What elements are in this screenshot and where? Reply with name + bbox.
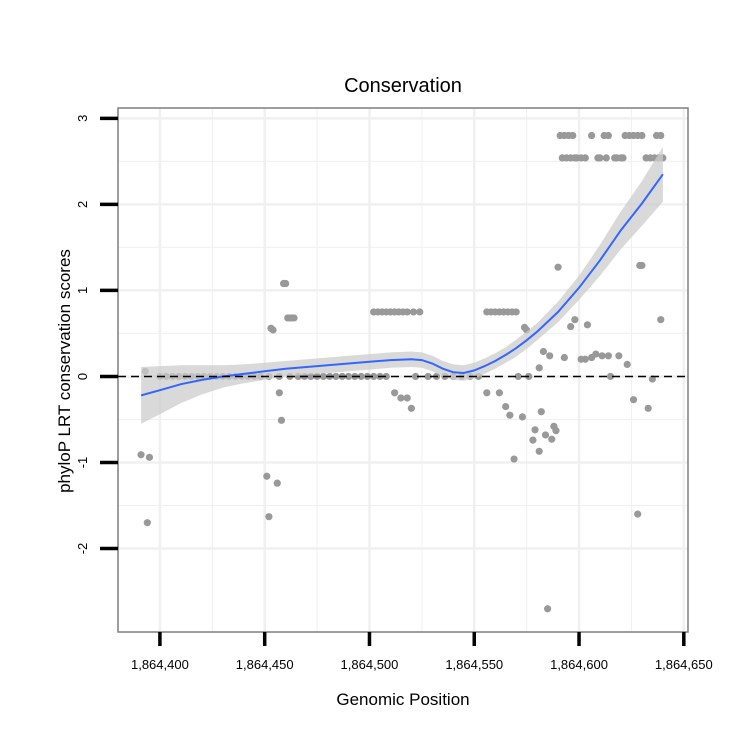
data-point: [143, 519, 151, 527]
data-point: [638, 261, 646, 270]
data-point: [382, 372, 390, 381]
data-point: [403, 394, 411, 402]
data-point: [145, 453, 154, 461]
y-axis-label: phyloP LRT conservation scores: [55, 249, 74, 493]
data-point: [581, 355, 589, 363]
data-point: [657, 131, 665, 140]
chart-title: Conservation: [344, 75, 462, 97]
data-point: [638, 131, 646, 140]
x-tick-label: 1,864,400: [131, 657, 189, 672]
data-point: [510, 455, 518, 463]
data-point: [548, 435, 556, 443]
data-point: [518, 413, 527, 421]
data-point: [598, 352, 606, 360]
data-point: [407, 404, 415, 412]
y-tick-label: 0: [75, 373, 90, 380]
x-tick-label: 1,864,450: [236, 657, 294, 672]
data-point: [269, 326, 277, 334]
data-point: [581, 154, 589, 162]
panel-border: [117, 107, 689, 633]
data-point: [290, 314, 298, 322]
data-point: [424, 372, 432, 381]
data-point: [604, 352, 612, 360]
x-tick-label: 1,864,500: [341, 657, 399, 672]
data-point: [535, 447, 543, 455]
data-point: [615, 352, 623, 360]
data-point: [514, 372, 522, 381]
data-point: [531, 426, 539, 434]
data-point: [277, 416, 286, 424]
data-point: [596, 154, 604, 162]
smooth-line: [140, 173, 664, 397]
data-point: [529, 436, 537, 444]
x-tick-label: 1,864,650: [655, 657, 713, 672]
data-point: [583, 321, 592, 329]
data-point: [332, 372, 340, 381]
data-point: [648, 375, 656, 383]
data-point: [571, 316, 579, 324]
data-point: [506, 411, 514, 419]
y-tick-label: 2: [75, 201, 90, 208]
data-point: [602, 154, 610, 162]
data-point: [560, 353, 568, 362]
data-point: [495, 389, 503, 397]
data-point: [634, 510, 642, 518]
data-point: [604, 131, 612, 140]
data-point: [265, 513, 273, 521]
data-point: [606, 372, 615, 381]
y-tick-label: -1: [75, 457, 90, 469]
data-point: [623, 360, 631, 369]
x-tick-label: 1,864,550: [445, 657, 503, 672]
data-point: [416, 308, 424, 316]
data-point: [546, 352, 554, 360]
x-tick-label: 1,864,600: [550, 657, 608, 672]
data-point: [357, 372, 365, 381]
data-point: [483, 389, 491, 397]
data-point: [263, 472, 271, 480]
data-point: [657, 316, 665, 324]
data-point: [319, 372, 327, 381]
data-point: [554, 263, 562, 271]
confidence-band: [141, 146, 663, 424]
data-point: [409, 308, 418, 316]
data-point: [137, 451, 145, 459]
data-point: [502, 402, 510, 411]
data-point: [644, 404, 652, 412]
data-point: [535, 364, 543, 372]
data-point: [391, 389, 399, 397]
data-point: [344, 372, 353, 381]
data-point: [567, 322, 575, 331]
data-point: [629, 396, 638, 404]
data-point: [370, 372, 378, 381]
data-point: [282, 279, 290, 288]
data-point: [569, 131, 577, 140]
y-tick-label: 1: [75, 287, 90, 294]
data-point: [411, 372, 420, 381]
data-point: [588, 131, 596, 140]
data-point: [307, 372, 315, 381]
data-point: [537, 408, 545, 416]
data-point: [552, 427, 560, 435]
plot-layer: 1,864,400 1,864,450 1,864,500 1,864,550 1,86…: [75, 107, 713, 672]
data-point: [592, 350, 600, 358]
data-point: [619, 154, 627, 162]
y-tick-label: 3: [75, 115, 90, 122]
data-point: [512, 308, 520, 316]
data-point: [273, 479, 281, 487]
data-point: [539, 347, 548, 356]
data-point: [397, 394, 405, 402]
data-point: [403, 308, 411, 316]
data-point: [543, 605, 552, 613]
x-axis-label: Genomic Position: [336, 690, 469, 709]
data-point: [275, 389, 283, 397]
y-tick-label: -2: [75, 543, 90, 555]
data-point: [541, 431, 550, 439]
